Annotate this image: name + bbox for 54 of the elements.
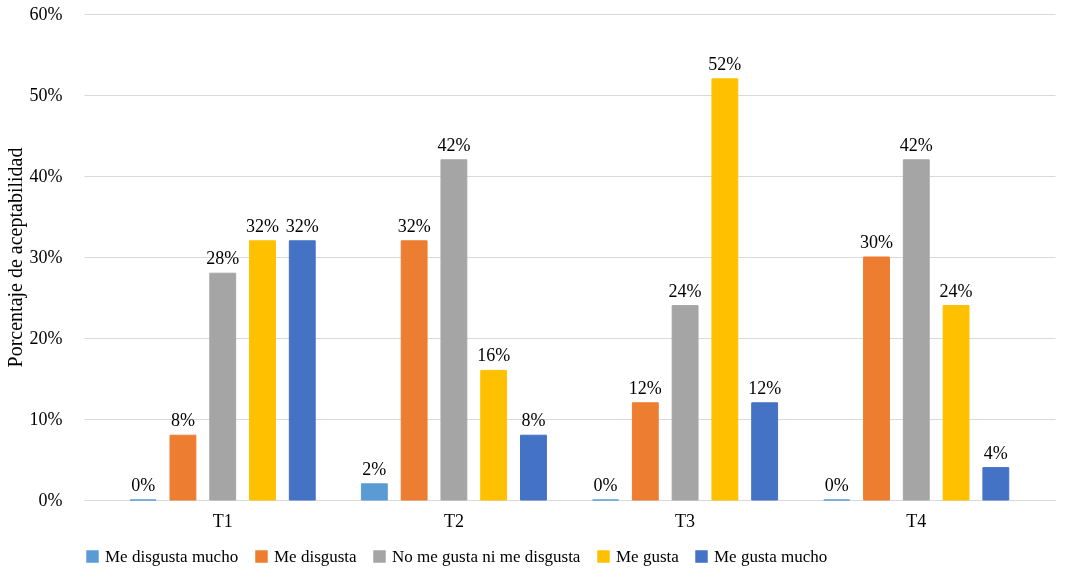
bar: [942, 305, 970, 501]
y-tick-label: 30%: [29, 246, 63, 267]
legend-label: No me gusta ni me disgusta: [392, 546, 581, 566]
bar: [902, 159, 930, 501]
legend-label: Me gusta: [616, 546, 680, 566]
legend-label: Me gusta mucho: [714, 546, 828, 566]
data-label: 8%: [170, 410, 195, 431]
x-tick-label: T3: [675, 510, 696, 531]
data-label: 0%: [824, 475, 849, 495]
data-label: 42%: [437, 134, 471, 155]
data-label: 52%: [708, 53, 742, 74]
data-label: 32%: [285, 215, 319, 236]
data-label: 16%: [477, 345, 511, 366]
bar: [671, 305, 699, 501]
data-label: 28%: [206, 248, 240, 269]
bar: [288, 240, 316, 501]
data-label: 32%: [245, 215, 279, 236]
y-tick-label: 0%: [38, 489, 63, 510]
data-label: 24%: [939, 280, 973, 301]
legend-label: Me disgusta: [274, 546, 358, 566]
bar: [400, 240, 428, 501]
data-label: 4%: [983, 442, 1008, 463]
bar: [863, 256, 890, 501]
x-tick-label: T4: [906, 510, 927, 531]
data-label: 8%: [521, 410, 546, 431]
bar: [520, 434, 547, 501]
bar: [711, 78, 739, 501]
bar: [982, 467, 1010, 501]
data-label: 2%: [362, 458, 387, 479]
data-label: 30%: [860, 232, 894, 252]
x-tick-label: T2: [443, 510, 464, 531]
bar: [440, 159, 468, 501]
data-label: 0%: [593, 475, 618, 495]
data-label: 32%: [397, 215, 431, 236]
bar: [169, 434, 197, 501]
data-label: 42%: [899, 134, 933, 155]
data-label: 24%: [668, 280, 702, 301]
bar: [209, 272, 237, 501]
y-tick-label: 60%: [29, 3, 63, 24]
y-tick-label: 10%: [29, 408, 63, 429]
bar: [360, 483, 388, 501]
y-axis-title: Porcentaje de aceptabilidad: [3, 147, 27, 368]
legend-label: Me disgusta mucho: [105, 546, 239, 566]
bar: [249, 240, 276, 501]
y-tick-label: 50%: [29, 84, 63, 105]
y-tick-label: 20%: [29, 327, 63, 348]
bar: [751, 402, 779, 501]
x-tick-label: T1: [212, 510, 233, 531]
data-label: 0%: [131, 475, 156, 495]
data-label: 12%: [748, 377, 782, 398]
y-tick-label: 40%: [29, 165, 63, 186]
bar: [480, 369, 508, 501]
bar: [631, 402, 659, 501]
data-label: 12%: [628, 377, 662, 398]
